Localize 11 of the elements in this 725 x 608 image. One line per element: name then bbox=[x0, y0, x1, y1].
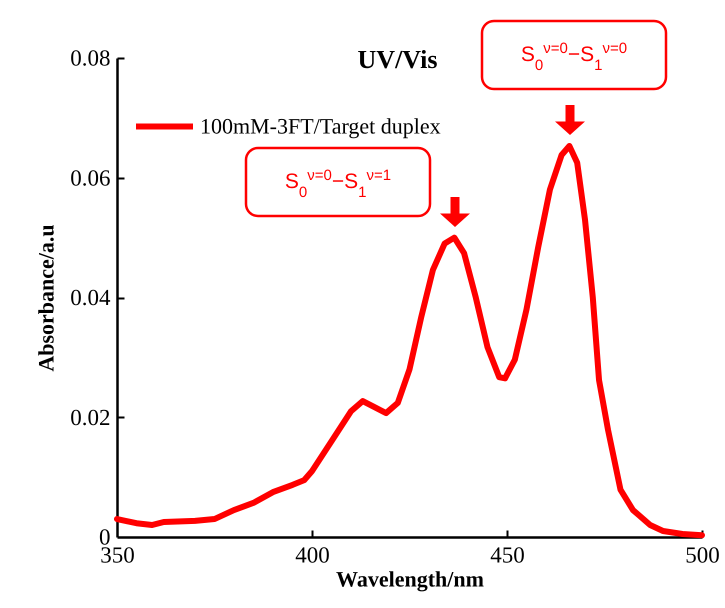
y-tick-label: 0.08 bbox=[70, 46, 110, 70]
y-axis-title: Absorbance/a.u bbox=[33, 224, 58, 372]
legend-label: 100mM-3FT/Target duplex bbox=[200, 114, 441, 138]
x-tick-label: 450 bbox=[490, 542, 525, 568]
x-tick-label: 400 bbox=[295, 542, 330, 568]
y-tick-label: 0.04 bbox=[70, 285, 111, 310]
x-tick-label: 500 bbox=[685, 542, 720, 568]
y-tick-label: 0.06 bbox=[70, 165, 110, 190]
x-axis-title: Wavelength/nm bbox=[336, 566, 484, 592]
chart-title: UV/Vis bbox=[358, 44, 438, 74]
y-tick-label: 0.02 bbox=[70, 404, 110, 430]
